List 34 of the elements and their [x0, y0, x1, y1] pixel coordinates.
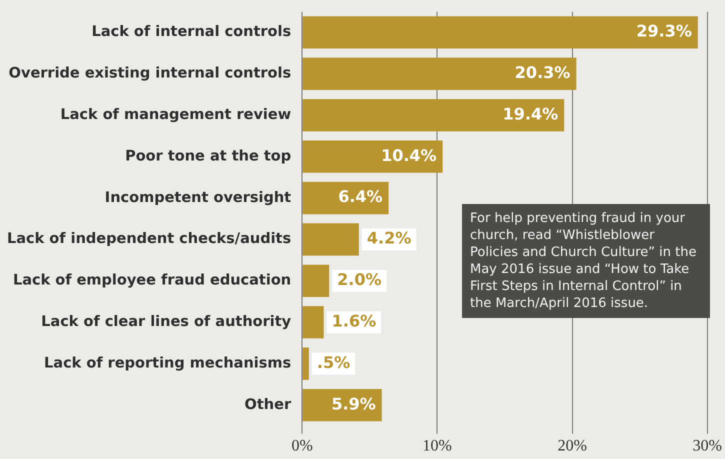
bar	[302, 99, 564, 132]
annotation: For help preventing fraud in your church, read “Whistleblower Policies and Church Culture” in the May 2016 issue and “How to Take First Steps in Internal Control” in the March/April 2016 issue.	[462, 204, 710, 318]
bar	[302, 182, 389, 214]
data-label: 6.4%	[338, 187, 383, 206]
bar	[302, 223, 359, 256]
y-tick-label: Other	[244, 396, 292, 413]
data-label: 2.0%	[337, 270, 382, 290]
x-tick-label: 0%	[291, 438, 313, 455]
data-label: 5.9%	[331, 394, 376, 414]
y-tick-label: Poor tone at the top	[125, 148, 292, 164]
x-tick-label: 30%	[692, 438, 722, 455]
data-label: 1.6%	[332, 311, 376, 330]
data-label: 4.2%	[366, 228, 412, 248]
y-tick-label: Incompetent oversight	[104, 190, 292, 206]
y-tick-label: Lack of reporting mechanisms	[44, 355, 292, 372]
bar	[302, 306, 324, 338]
bar	[302, 264, 330, 298]
bar	[302, 140, 443, 173]
data-label: 29.3%	[636, 22, 692, 41]
bar	[302, 16, 698, 49]
x-tick-label: 10%	[422, 438, 452, 455]
y-tick-label: Lack of employee fraud education	[12, 272, 292, 289]
y-tick-label: Lack of management review	[60, 106, 292, 123]
y-tick-label: Lack of independent checks/audits	[7, 231, 292, 248]
x-tick-label: 20%	[558, 438, 587, 455]
data-label: 20.3%	[514, 62, 570, 82]
bar	[302, 348, 309, 380]
data-label: .5%	[316, 352, 350, 372]
y-tick-label: Lack of internal controls	[92, 24, 292, 40]
bar	[302, 58, 576, 90]
y-tick-label: Override existing internal controls	[8, 66, 292, 82]
y-tick-label: Lack of clear lines of authority	[41, 314, 292, 330]
data-label: 19.4%	[502, 104, 558, 124]
data-label: 10.4%	[381, 146, 437, 165]
